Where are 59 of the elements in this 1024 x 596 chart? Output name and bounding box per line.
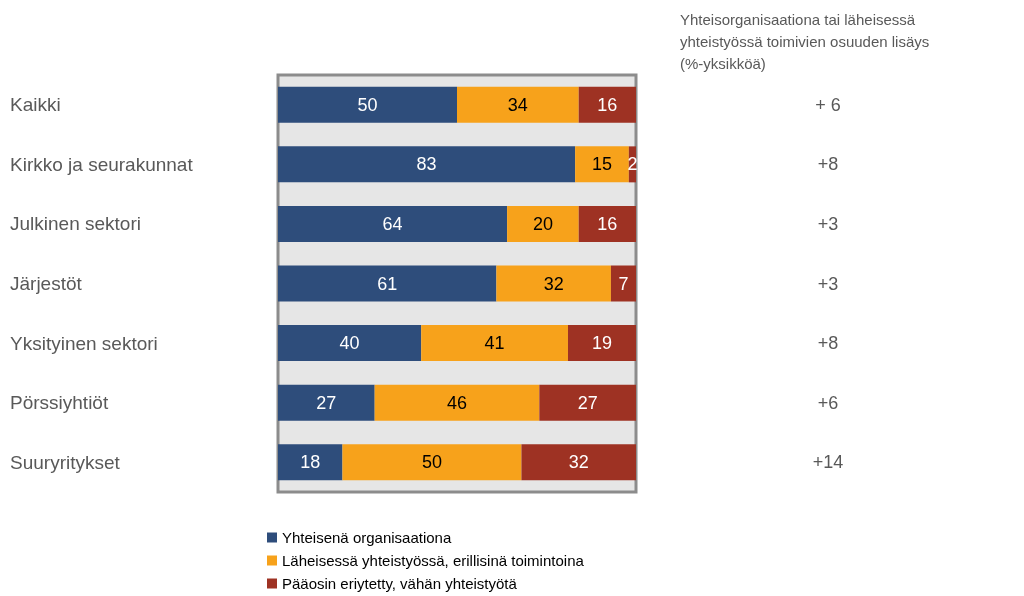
data-label: 2: [627, 154, 638, 175]
y-tick-label: Järjestöt: [10, 273, 83, 294]
data-label: 16: [597, 94, 618, 115]
text: +8: [817, 333, 839, 354]
y-tick-label: Julkinen sektori: [10, 213, 141, 235]
legend-label: Yhteisenä organisaationa: [282, 529, 452, 546]
text: + 6: [815, 94, 841, 115]
data-label: 83: [416, 154, 437, 175]
data-label: 61: [377, 273, 398, 294]
bar: [539, 384, 636, 421]
data-label: 40: [339, 333, 360, 354]
data-label: 50: [421, 452, 442, 473]
data-label: 34: [507, 94, 528, 115]
bar: [278, 265, 497, 302]
data-label: 27: [577, 392, 598, 413]
bar: [278, 86, 457, 123]
text: +8: [817, 154, 839, 175]
data-label: 27: [316, 392, 337, 413]
bar: [578, 86, 636, 123]
data-label: 41: [484, 333, 505, 354]
bar: [278, 444, 343, 481]
bar: [278, 325, 422, 362]
y-tick-label: Kaikki: [10, 94, 61, 116]
data-label: 32: [568, 452, 589, 473]
y-tick-label: Suuryritykset: [10, 451, 121, 473]
legend-label: Läheisessä yhteistyössä, erillisinä toimintoina: [282, 552, 585, 569]
data-label: 20: [532, 213, 553, 234]
text: +3: [817, 273, 839, 294]
bar: [507, 205, 579, 242]
legend-label: Pääosin eriytetty, vähän yhteistyötä: [282, 575, 518, 592]
data-label: 7: [618, 273, 629, 294]
y-tick-label: Yksityinen sektori: [10, 332, 158, 354]
text: +6: [817, 392, 839, 413]
data-label: 19: [591, 333, 613, 354]
data-label: 15: [591, 154, 613, 175]
bar: [496, 265, 611, 302]
bar: [521, 444, 636, 481]
bar: [457, 86, 579, 123]
bar: [421, 325, 568, 362]
bar: [567, 325, 636, 362]
bar: [278, 384, 375, 421]
data-label: 16: [597, 213, 618, 234]
bar: [575, 146, 629, 183]
data-label: 50: [357, 94, 378, 115]
y-tick-label: Pörssiyhtiöt: [10, 392, 109, 414]
bar: [374, 384, 540, 421]
text: +3: [817, 213, 839, 234]
data-label: 18: [300, 452, 321, 473]
text: Yhteisorganisaationa tai läheisessä yhteistyössä toimivien osuuden lisäys (%-yksikköä): [680, 10, 934, 72]
data-label: 46: [446, 392, 468, 413]
y-tick-label: Kirkko ja seurakunnat: [10, 153, 194, 175]
data-label: 64: [382, 213, 403, 234]
bar: [278, 205, 508, 242]
bar: [342, 444, 522, 481]
bar: [278, 146, 576, 183]
text: +14: [812, 452, 844, 473]
data-label: 32: [543, 273, 564, 294]
bar: [578, 205, 636, 242]
bar: [610, 265, 636, 302]
